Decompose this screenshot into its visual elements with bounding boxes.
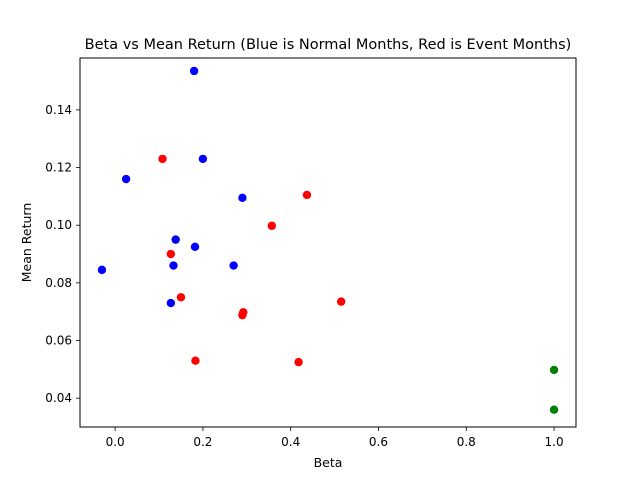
plot-area — [79, 57, 577, 428]
y-tick-label: 0.04 — [45, 391, 72, 405]
x-axis-label: Beta — [314, 455, 343, 470]
data-point — [166, 298, 176, 308]
axis-ticks: 0.0 0.2 0.4 0.6 0.8 1.0 0.04 0.06 0.08 0.10 0.12 0.… — [45, 103, 563, 449]
data-point — [189, 66, 199, 76]
data-point — [294, 357, 303, 367]
y-tick-label: 0.08 — [45, 276, 72, 290]
data-point — [549, 365, 559, 375]
data-point — [166, 249, 176, 259]
data-point — [190, 242, 200, 252]
data-point — [549, 405, 559, 414]
data-point — [238, 193, 247, 203]
data-point — [121, 174, 131, 184]
data-point — [169, 261, 178, 270]
data-point — [267, 221, 277, 230]
y-tick-label: 0.14 — [45, 103, 72, 117]
data-point — [176, 293, 186, 302]
data-point — [229, 261, 238, 270]
data-points — [97, 66, 559, 414]
y-axis-label: Mean Return — [19, 203, 34, 283]
y-tick-label: 0.10 — [45, 218, 72, 232]
data-point — [238, 310, 247, 320]
data-point — [198, 154, 208, 164]
data-point — [302, 190, 312, 200]
x-tick-label: 0.6 — [369, 435, 388, 449]
y-tick-label: 0.12 — [45, 161, 72, 175]
chart-title: Beta vs Mean Return (Blue is Normal Mont… — [85, 37, 572, 53]
data-point — [158, 154, 167, 164]
x-tick-label: 0.2 — [193, 435, 212, 449]
x-tick-label: 1.0 — [545, 435, 564, 449]
y-tick-label: 0.06 — [45, 334, 72, 348]
x-tick-label: 0.8 — [457, 435, 476, 449]
data-point — [171, 235, 180, 244]
x-tick-label: 0.4 — [281, 435, 300, 449]
data-point — [336, 297, 346, 306]
data-point — [191, 356, 200, 365]
data-point — [97, 265, 107, 275]
x-tick-label: 0.0 — [106, 435, 125, 449]
